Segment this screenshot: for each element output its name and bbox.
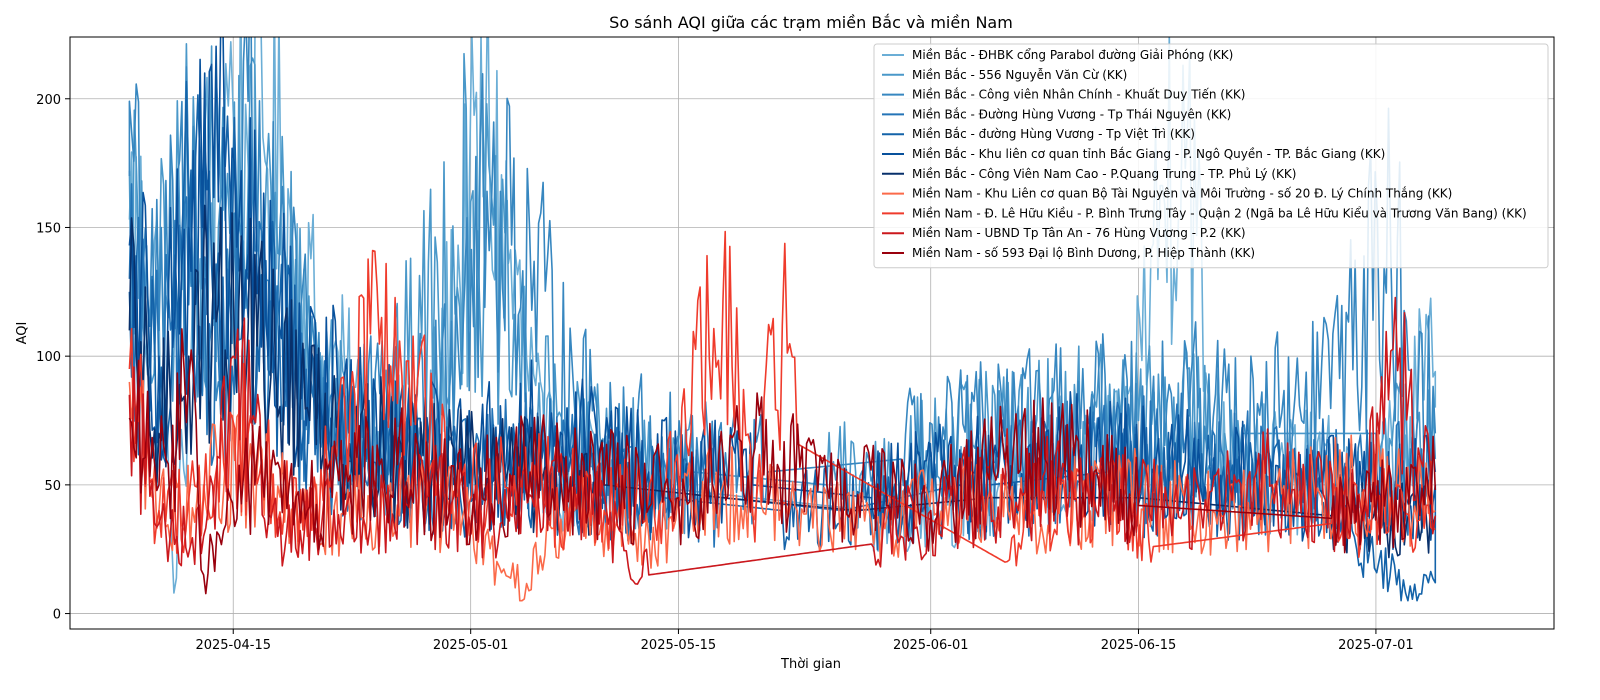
legend-entry: Miền Bắc - ĐHBK cổng Parabol đường Giải … — [912, 48, 1233, 62]
legend-box — [873, 43, 1549, 269]
legend-entry: Miền Bắc - 556 Nguyễn Văn Cừ (KK) — [912, 68, 1127, 82]
x-axis-label: Thời gian — [780, 657, 841, 672]
series-layer — [128, 37, 1437, 602]
legend-entry: Miền Bắc - Công Viên Nam Cao - P.Quang T… — [912, 167, 1296, 181]
legend-entry: Miền Nam - UBND Tp Tân An - 76 Hùng Vươn… — [912, 226, 1246, 240]
y-tick-label: 200 — [36, 93, 61, 108]
chart-title: So sánh AQI giữa các trạm miền Bắc và mi… — [609, 13, 1013, 32]
y-tick-label: 0 — [53, 608, 61, 623]
y-tick-label: 50 — [44, 479, 61, 494]
series-line-11 — [128, 328, 1437, 595]
x-tick-label: 2025-05-15 — [641, 638, 717, 653]
legend-entry: Miền Bắc - Công viên Nhân Chính - Khuất … — [912, 88, 1245, 102]
legend-entry: Miền Bắc - Đường Hùng Vương - Tp Thái Ng… — [912, 107, 1231, 121]
series-line-8 — [128, 379, 1436, 602]
legend: Miền Bắc - ĐHBK cổng Parabol đường Giải … — [873, 43, 1549, 269]
x-tick-label: 2025-05-01 — [433, 638, 509, 653]
y-axis-label: AQI — [15, 322, 30, 345]
legend-entry: Miền Nam - Khu Liên cơ quan Bộ Tài Nguyê… — [912, 187, 1452, 201]
plot-frame — [69, 36, 1555, 630]
legend-entry: Miền Bắc - Khu liên cơ quan tỉnh Bắc Gia… — [912, 147, 1385, 161]
y-tick-label: 150 — [36, 221, 61, 236]
x-tick-label: 2025-06-15 — [1101, 638, 1177, 653]
y-axis: 0 50 100 150 200 — [36, 93, 70, 623]
x-axis: 2025-04-15 2025-05-01 2025-05-15 2025-06-01… — [195, 629, 1414, 653]
legend-entry: Miền Bắc - đường Hùng Vương - Tp Việt Tr… — [912, 127, 1195, 141]
x-tick-label: 2025-07-01 — [1338, 638, 1414, 653]
legend-entry: Miền Nam - Đ. Lê Hữu Kiều - P. Bình Trưn… — [912, 206, 1527, 220]
x-tick-label: 2025-04-15 — [195, 638, 271, 653]
series-line-10 — [128, 296, 1437, 585]
legend-entry: Miền Nam - số 593 Đại lộ Bình Dương, P. … — [912, 246, 1255, 260]
y-tick-label: 100 — [36, 350, 61, 365]
x-tick-label: 2025-06-01 — [893, 638, 969, 653]
series-line-9 — [128, 230, 1436, 567]
